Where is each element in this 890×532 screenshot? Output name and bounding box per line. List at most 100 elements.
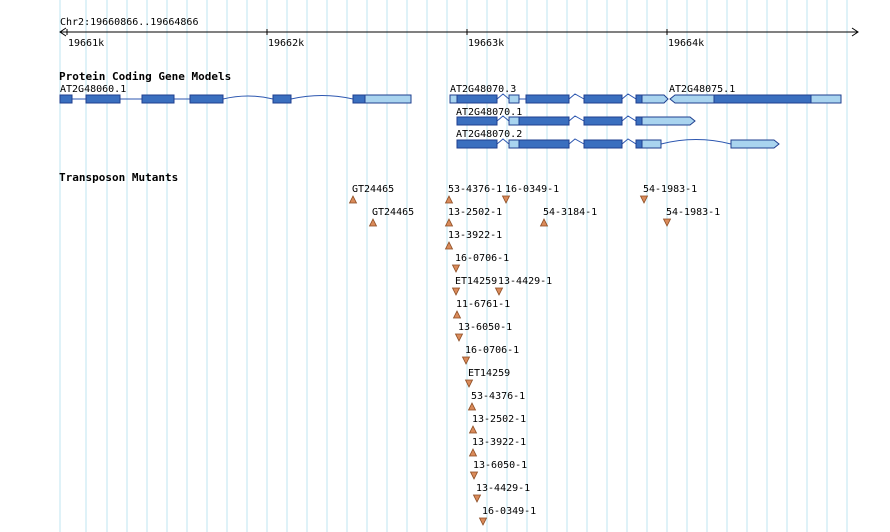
- transposon-mutants-track: Transposon Mutants GT24465 GT24465 53-4376…: [59, 171, 721, 526]
- transposon-label: 13-3922-1: [472, 437, 526, 448]
- triangle-up-icon: [348, 195, 358, 204]
- transposon-marker[interactable]: GT24465: [348, 184, 395, 204]
- cds-exon: [635, 116, 643, 126]
- gene-label: AT2G48075.1: [669, 84, 735, 95]
- transposon-marker[interactable]: 16-0706-1: [451, 253, 510, 273]
- cds-exon: [85, 94, 121, 104]
- transposon-label: ET14259: [455, 276, 497, 287]
- cds-exon: [525, 94, 570, 104]
- cds-exon: [583, 139, 623, 149]
- gene-model-at2g48075-1[interactable]: AT2G48075.1: [669, 84, 842, 104]
- transposon-label: 54-1983-1: [643, 184, 697, 195]
- coordinate-ruler[interactable]: Chr2:19660866..19664866 19661k 19662k 1966…: [59, 17, 859, 49]
- triangle-up-icon: [444, 218, 454, 227]
- transposon-marker[interactable]: 13-3922-1: [468, 437, 527, 457]
- cds-exon: [141, 94, 175, 104]
- utr-exon-arrow: [641, 116, 696, 126]
- transposon-label: 13-2502-1: [448, 207, 502, 218]
- transposon-marker[interactable]: 16-0349-1: [501, 184, 560, 204]
- gene-model-at2g48070-2[interactable]: AT2G48070.2: [456, 129, 780, 149]
- ruler-tick-label: 19663k: [468, 38, 504, 49]
- utr-exon: [810, 94, 842, 104]
- transposon-marker[interactable]: 13-6050-1: [454, 322, 513, 342]
- transposon-label: 16-0706-1: [465, 345, 519, 356]
- transposon-label: 13-6050-1: [458, 322, 512, 333]
- triangle-down-icon: [451, 287, 461, 296]
- cds-exon: [518, 116, 570, 126]
- triangle-up-icon: [539, 218, 549, 227]
- transposon-marker[interactable]: 13-4429-1: [494, 276, 553, 296]
- transposon-label: 53-4376-1: [471, 391, 525, 402]
- transposon-marker[interactable]: ET14259: [464, 368, 511, 388]
- cds-exon: [59, 94, 73, 104]
- triangle-down-icon: [662, 218, 672, 227]
- gene-model-at2g48070-3[interactable]: AT2G48070.3: [449, 84, 669, 104]
- region-label: Chr2:19660866..19664866: [60, 17, 198, 28]
- cds-exon: [635, 139, 643, 149]
- transposon-label: 13-4429-1: [476, 483, 530, 494]
- cds-exon: [583, 116, 623, 126]
- transposon-label: 54-1983-1: [666, 207, 720, 218]
- transposon-label: 54-3184-1: [543, 207, 597, 218]
- triangle-down-icon: [478, 517, 488, 526]
- transposon-label: 53-4376-1: [448, 184, 502, 195]
- transposon-marker[interactable]: ET14259: [451, 276, 498, 296]
- transposon-marker[interactable]: 53-4376-1: [444, 184, 503, 204]
- ruler-right-arrow-icon: [851, 27, 859, 37]
- transposon-marker[interactable]: 13-3922-1: [444, 230, 503, 250]
- gene-label: AT2G48070.1: [456, 107, 522, 118]
- transposon-marker[interactable]: 53-4376-1: [467, 391, 526, 411]
- cds-exon: [456, 139, 498, 149]
- gene-model-at2g48060-1[interactable]: AT2G48060.1: [59, 84, 412, 104]
- transposon-label: 16-0349-1: [505, 184, 559, 195]
- utr-exon: [641, 139, 662, 149]
- transposon-label: 16-0706-1: [455, 253, 509, 264]
- triangle-up-icon: [468, 425, 478, 434]
- utr-exon: [508, 139, 520, 149]
- transposon-marker[interactable]: 11-6761-1: [452, 299, 511, 319]
- triangle-down-icon: [472, 494, 482, 503]
- transposon-marker[interactable]: 16-0349-1: [478, 506, 537, 526]
- transposon-marker[interactable]: 13-2502-1: [444, 207, 503, 227]
- transposon-marker[interactable]: GT24465: [368, 207, 415, 227]
- ruler-tick-label: 19662k: [268, 38, 304, 49]
- triangle-up-icon: [467, 402, 477, 411]
- triangle-up-icon: [444, 241, 454, 250]
- utr-exon: [449, 94, 458, 104]
- triangle-up-icon: [452, 310, 462, 319]
- transposon-marker[interactable]: 54-1983-1: [662, 207, 721, 227]
- utr-exon: [364, 94, 412, 104]
- transposon-marker[interactable]: 13-4429-1: [472, 483, 531, 503]
- transposon-label: 11-6761-1: [456, 299, 510, 310]
- triangle-down-icon: [451, 264, 461, 273]
- gene-label: AT2G48070.3: [450, 84, 516, 95]
- triangle-down-icon: [454, 333, 464, 342]
- gene-models-track: Protein Coding Gene Models AT2G48060.1 A…: [59, 70, 842, 149]
- transposon-marker[interactable]: 54-1983-1: [639, 184, 698, 204]
- gene-label: AT2G48070.2: [456, 129, 522, 140]
- transposon-label: 13-6050-1: [473, 460, 527, 471]
- gene-model-at2g48070-1[interactable]: AT2G48070.1: [456, 107, 696, 126]
- utr-exon-arrow: [730, 139, 780, 149]
- gene-label: AT2G48060.1: [60, 84, 126, 95]
- utr-exon: [508, 94, 520, 104]
- track-title-genes: Protein Coding Gene Models: [59, 70, 231, 83]
- ruler-left-arrow-icon: [59, 27, 67, 37]
- transposon-marker[interactable]: 13-2502-1: [468, 414, 527, 434]
- cds-exon: [189, 94, 224, 104]
- transposon-label: GT24465: [372, 207, 414, 218]
- triangle-down-icon: [494, 287, 504, 296]
- transposon-marker[interactable]: 54-3184-1: [539, 207, 598, 227]
- cds-exon: [518, 139, 570, 149]
- intron-lines: [72, 95, 354, 100]
- transposon-label: 13-2502-1: [472, 414, 526, 425]
- utr-exon-arrow: [641, 94, 669, 104]
- triangle-down-icon: [461, 356, 471, 365]
- ruler-tick-label: 19664k: [668, 38, 704, 49]
- transposon-marker[interactable]: 13-6050-1: [469, 460, 528, 480]
- utr-exon: [508, 116, 520, 126]
- triangle-down-icon: [469, 471, 479, 480]
- transposon-marker[interactable]: 16-0706-1: [461, 345, 520, 365]
- utr-exon-arrow: [669, 94, 715, 104]
